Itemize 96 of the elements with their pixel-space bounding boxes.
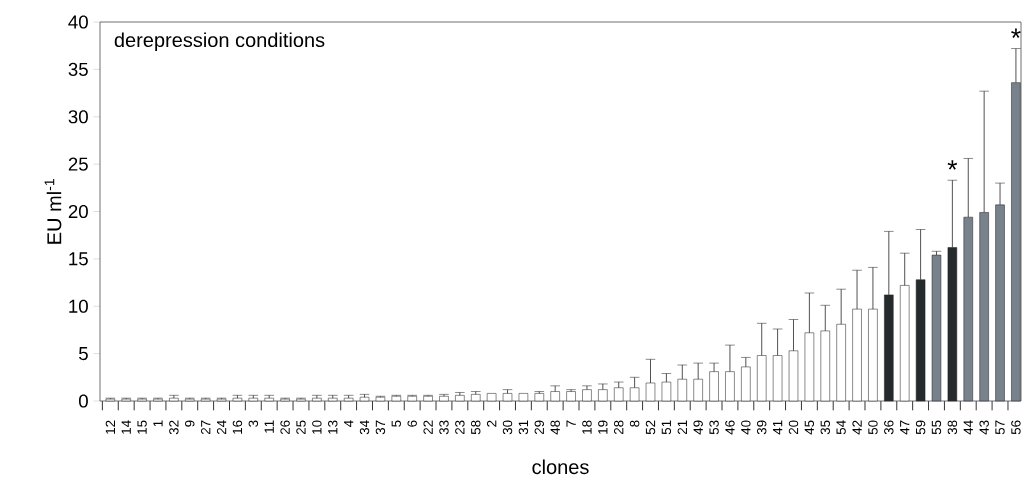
bar [328, 397, 338, 402]
x-tick-label: 15 [137, 420, 147, 434]
x-tick-label: 4 [344, 420, 354, 428]
x-tick-label: 35 [820, 420, 830, 435]
x-tick-label: 23 [455, 420, 465, 435]
x-tick-label: 22 [423, 420, 433, 435]
x-tick-label: 33 [439, 420, 449, 435]
y-tick-label: 5 [79, 347, 88, 361]
x-tick-label: 37 [375, 420, 386, 435]
bar [518, 393, 529, 402]
x-tick-label: 25 [296, 420, 306, 435]
x-tick-label: 42 [852, 420, 862, 435]
bar [614, 387, 624, 402]
bar [582, 389, 592, 402]
y-tick-label: 20 [68, 204, 88, 219]
x-tick-label: 44 [963, 420, 973, 435]
x-tick-label: 19 [598, 420, 608, 434]
y-tick-label: 35 [68, 62, 88, 76]
x-tick-label: 6 [407, 420, 417, 427]
x-tick-label: 55 [931, 420, 942, 435]
x-tick-label: 36 [884, 420, 894, 435]
x-tick-label: 9 [185, 420, 195, 427]
bar [232, 397, 243, 402]
bar [566, 391, 576, 402]
y-axis-title: EU ml$^{-1}$ [44, 179, 62, 244]
x-tick-label: 11 [264, 420, 274, 433]
bar [486, 393, 497, 402]
bar [359, 396, 370, 402]
bar [312, 397, 322, 402]
annotation: derepression conditions [114, 32, 325, 52]
x-tick-label: 45 [804, 420, 815, 435]
x-tick-label: 20 [788, 420, 799, 435]
x-tick-label: 49 [693, 420, 703, 435]
bar [502, 393, 513, 402]
bar [248, 397, 259, 402]
x-tick-label: 12 [105, 420, 115, 434]
y-tick-label: 15 [69, 252, 88, 266]
x-tick-label: 54 [836, 420, 846, 435]
x-tick-label: 59 [915, 420, 926, 435]
x-tick-label: 7 [566, 420, 576, 427]
x-tick-label: 26 [280, 420, 290, 435]
x-tick-label: 14 [121, 420, 131, 434]
x-tick-label: 46 [725, 420, 735, 435]
bar [598, 389, 608, 402]
x-tick-label: 2 [486, 420, 497, 427]
bar [264, 397, 274, 402]
bar [343, 397, 354, 402]
x-tick-label: 28 [614, 420, 624, 435]
x-tick-label: 29 [534, 420, 545, 435]
x-tick-label: 32 [169, 420, 179, 435]
bar [169, 397, 179, 402]
x-tick-label: 8 [629, 420, 640, 427]
y-tick-label: 10 [69, 299, 88, 313]
y-tick-label: 30 [68, 110, 88, 124]
bar [407, 395, 417, 402]
x-tick-label: 38 [947, 420, 958, 435]
x-tick-label: 48 [550, 420, 560, 435]
x-axis-title: clones [532, 459, 589, 475]
bar [391, 395, 402, 402]
annotation: * [947, 160, 958, 170]
x-tick-label: 50 [868, 420, 878, 435]
x-tick-label: 13 [328, 420, 338, 434]
x-tick-label: 34 [359, 420, 370, 435]
x-tick-label: 53 [709, 420, 719, 435]
x-tick-label: 31 [518, 420, 529, 435]
x-tick-label: 56 [1011, 420, 1021, 435]
bar [439, 395, 449, 402]
x-tick-label: 30 [502, 420, 513, 435]
y-tick-label: 0 [78, 394, 88, 408]
x-tick-label: 43 [979, 420, 989, 435]
x-tick-label: 27 [201, 420, 211, 435]
bar [455, 395, 465, 402]
y-tick-label: 40 [68, 15, 88, 29]
x-tick-label: 1 [153, 420, 163, 427]
x-tick-label: 24 [216, 420, 227, 435]
bar [534, 393, 545, 402]
y-tick-label: 25 [68, 157, 88, 171]
x-tick-label: 52 [645, 420, 656, 435]
bar [931, 254, 942, 402]
x-tick-label: 5 [391, 420, 401, 427]
x-tick-label: 21 [677, 420, 687, 435]
x-tick-label: 16 [232, 420, 243, 434]
x-tick-label: 47 [900, 420, 910, 435]
x-tick-label: 39 [757, 420, 767, 435]
bar [375, 396, 386, 402]
x-tick-label: 51 [661, 420, 672, 435]
bar [423, 395, 433, 402]
x-tick-label: 10 [312, 420, 322, 434]
x-tick-label: 41 [773, 420, 783, 435]
x-tick-label: 3 [248, 420, 259, 427]
x-tick-label: 57 [995, 420, 1005, 435]
bar [471, 394, 481, 402]
x-tick-label: 18 [582, 420, 592, 434]
x-tick-label: 40 [741, 420, 751, 435]
x-tick-label: 58 [471, 420, 481, 435]
annotation: * [1011, 28, 1021, 38]
